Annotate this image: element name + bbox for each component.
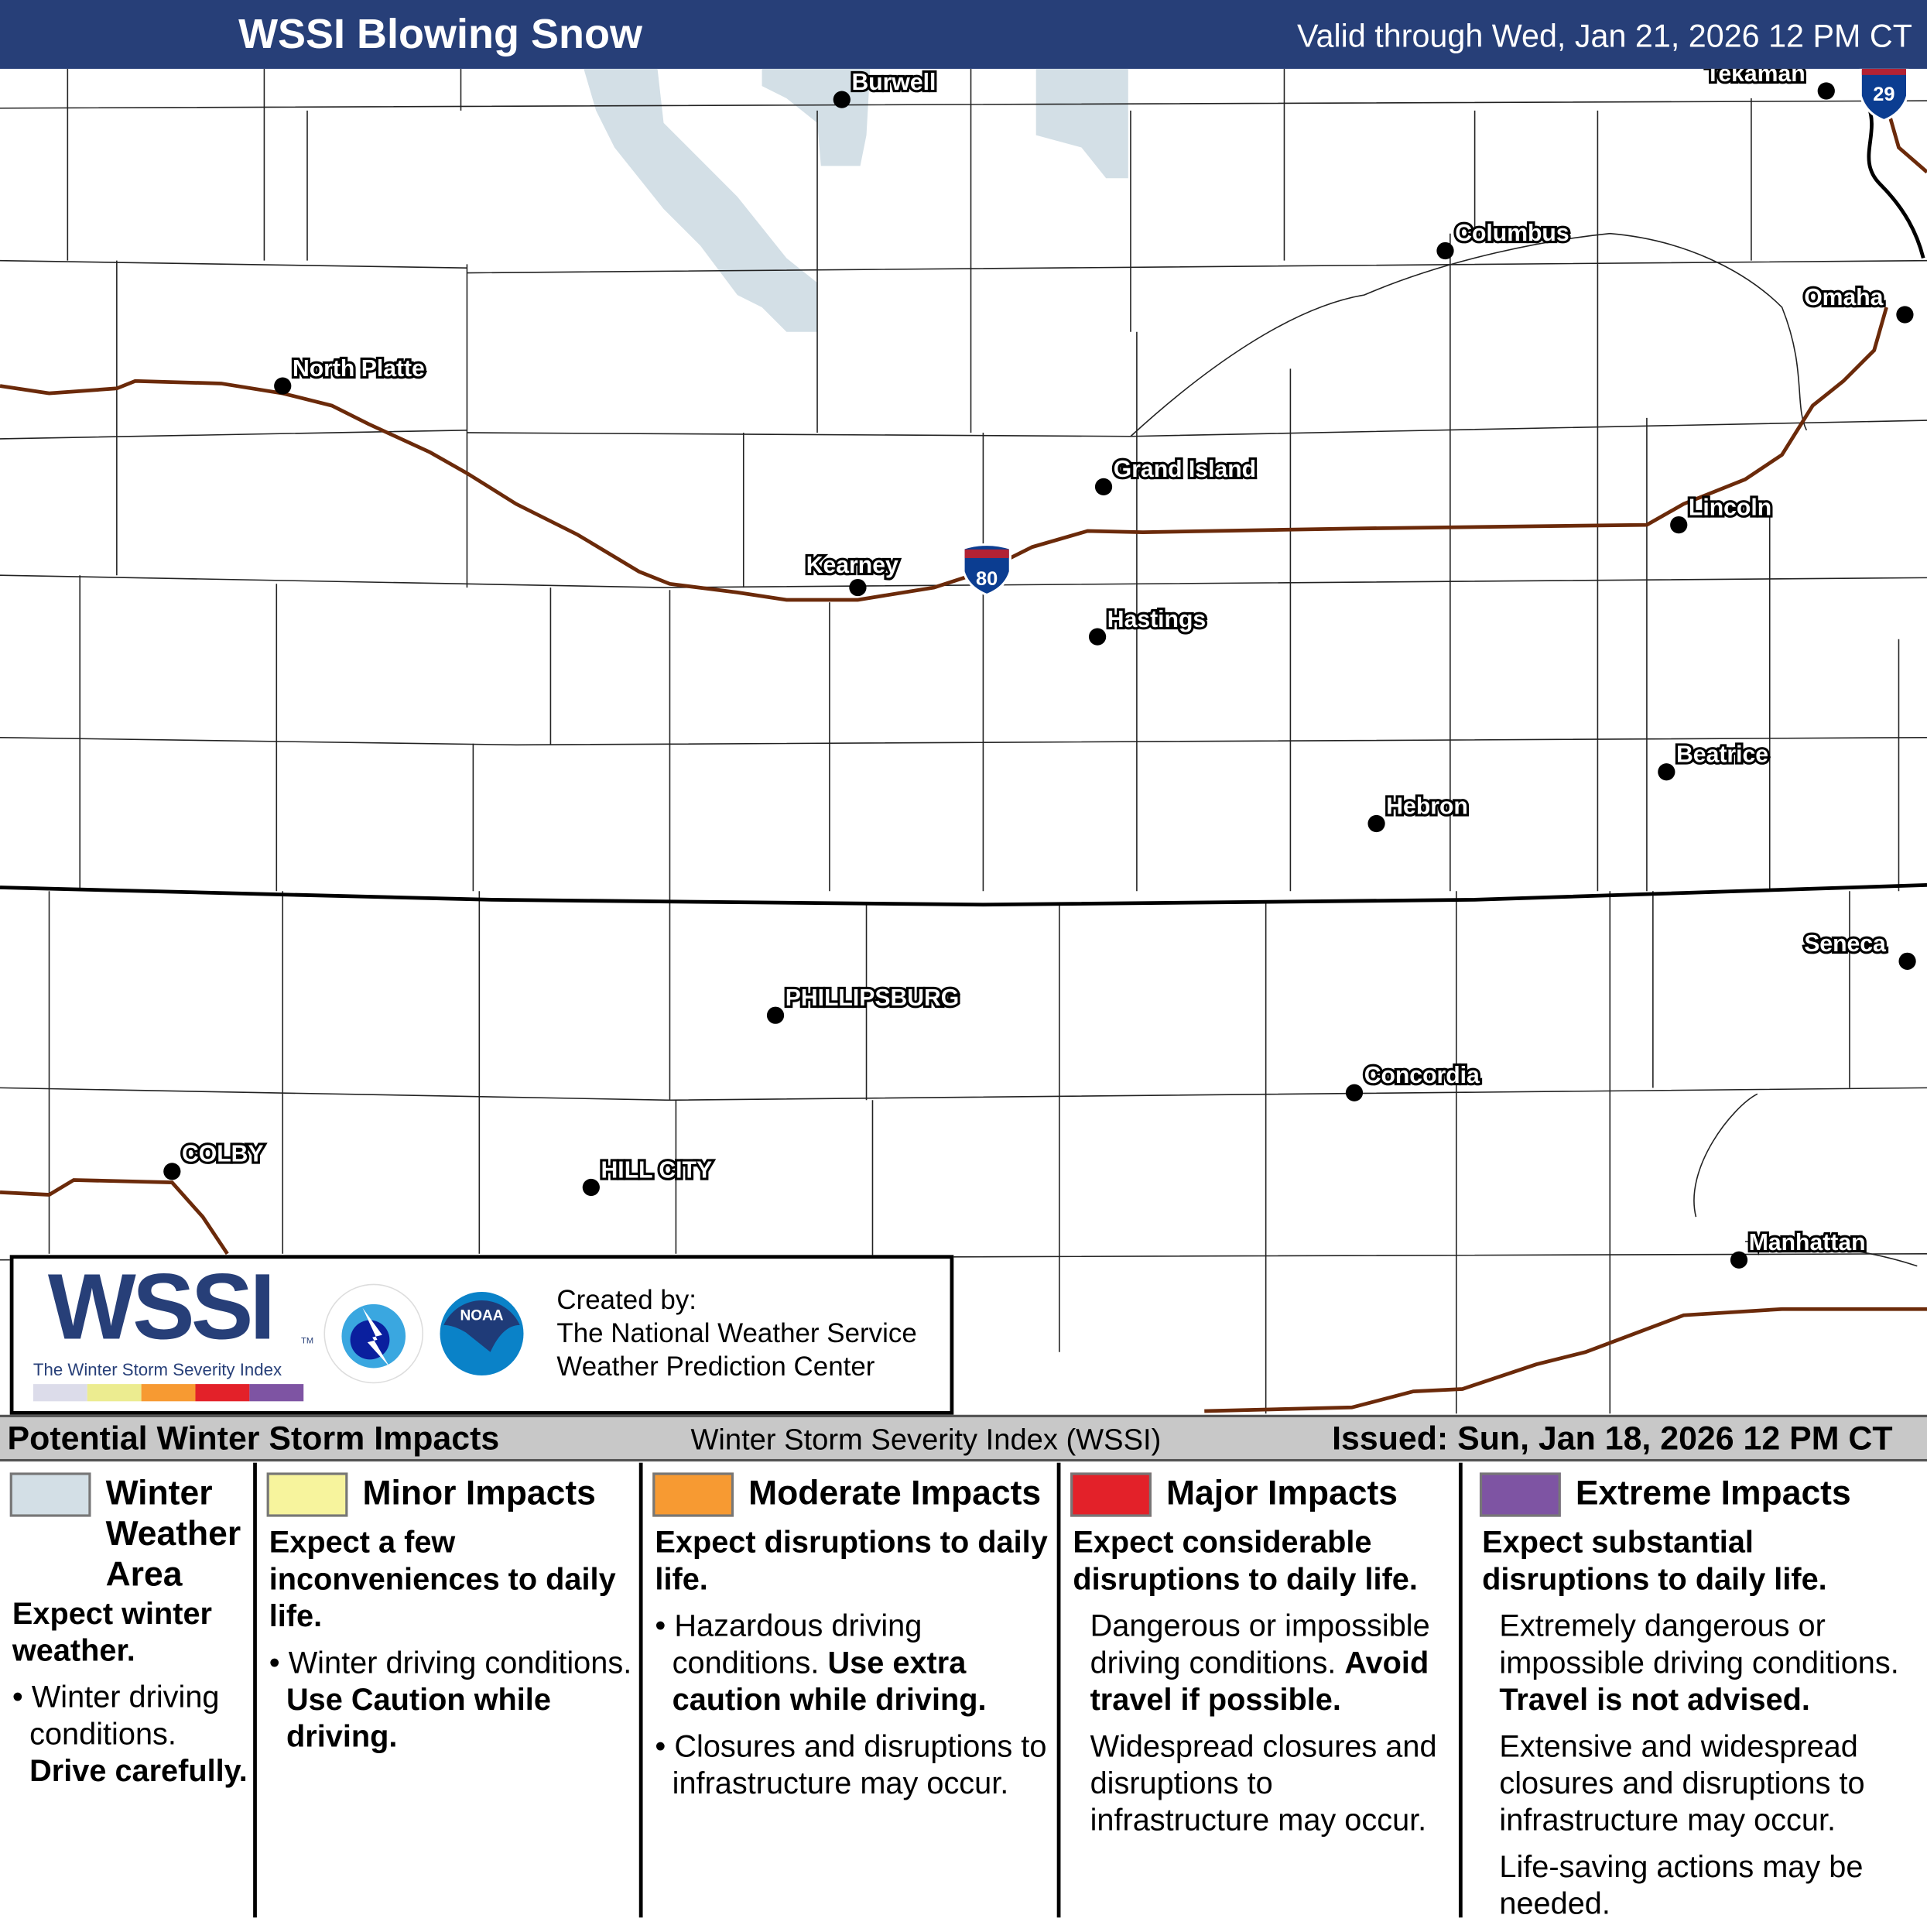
legend-major: Major Impacts Expect considerable disrup… [1060,1462,1463,1918]
city-marker [1898,952,1916,970]
trademark: TM [301,1337,314,1346]
swatch [1479,1472,1561,1517]
city-marker [1088,628,1107,646]
header-bar: WSSI Blowing Snow Valid through Wed, Jan… [0,0,1927,69]
noaa-text: NOAA [460,1308,503,1324]
city-label: Hebron [1386,793,1468,819]
legend-winter-weather-area: Winter Weather Area Expect winter weathe… [0,1462,257,1918]
index-name: Winter Storm Severity Index (WSSI) [690,1423,1162,1457]
legend-title: Moderate Impacts [748,1474,1042,1512]
logo-panel: WSSI TM The Winter Storm Severity Index … [9,1255,954,1415]
wssi-logo: WSSI [47,1255,276,1360]
city-marker [1817,82,1835,100]
impacts-title: Potential Winter Storm Impacts [7,1420,500,1457]
legend-line: Avoid travel if possible. [1090,1646,1429,1718]
city-marker [1094,478,1113,495]
legend-title: Winter Weather Area [105,1474,241,1594]
legend-line: Winter driving conditions. [288,1646,632,1680]
city-marker [766,1006,785,1024]
city-marker [1670,516,1688,534]
legend-line: Extensive and widespread closures and di… [1499,1729,1865,1838]
legend-expect: Expect considerable disruptions to daily… [1073,1525,1418,1597]
missouri-river [1866,104,1925,259]
county-boundaries [0,68,1927,1414]
severity-color-bar [33,1384,304,1402]
map: 80 29 Burwell Tekamah Columbus Omaha North P… [0,68,1927,1414]
valid-time: Valid through Wed, Jan 21, 2026 12 PM CT [1297,17,1912,54]
city-label: Columbus [1455,221,1569,246]
swatch [652,1472,734,1517]
state-line-ne-ks [0,882,1927,907]
legend-line: Use extra caution while driving. [672,1646,987,1718]
legend-expect: Expect a few inconveniences to daily lif… [269,1525,616,1634]
i29-shield: 29 [1859,68,1909,122]
swatch [1070,1472,1152,1517]
city-marker [1345,1084,1364,1101]
legend-expect: Expect substantial disruptions to daily … [1482,1525,1827,1597]
legend-line: Extremely dangerous or impossible drivin… [1499,1608,1899,1680]
wssi-subtitle: The Winter Storm Severity Index [33,1359,282,1379]
winter-weather-area [584,68,1128,332]
city-marker [833,91,851,108]
impacts-band: Potential Winter Storm Impacts Winter St… [0,1414,1927,1462]
city-marker [1896,306,1914,324]
city-marker [163,1163,181,1180]
city-marker [849,578,867,597]
highway-29-label: 29 [1873,84,1894,105]
legend-line: Closures and disruptions to infrastructu… [672,1729,1047,1801]
legend-moderate: Moderate Impacts Expect disruptions to d… [643,1462,1061,1918]
city-marker [1367,814,1385,833]
org-wpc: Weather Prediction Center [556,1351,875,1382]
org-nws: The National Weather Service [556,1317,917,1349]
cities: Burwell Tekamah Columbus Omaha North Platte G… [163,69,1916,1269]
legend-line: Life-saving actions may be needed. [1499,1849,1864,1922]
city-label: Manhattan [1749,1230,1866,1255]
legend-line: Widespread closures and disruptions to i… [1090,1729,1437,1838]
city-marker [274,377,292,395]
i80-shield: 80 [962,543,1011,597]
city-label: Tekamah [1706,69,1805,87]
city-label: HILL CITY [601,1157,713,1183]
noaa-logo: NOAA [432,1284,532,1383]
city-label: Lincoln [1689,495,1771,520]
legend-line: Dangerous or impossible driving conditio… [1090,1608,1430,1680]
legend-title: Extreme Impacts [1575,1474,1851,1512]
city-label: Omaha [1804,285,1883,310]
created-by-label: Created by: [556,1284,697,1316]
city-label: Grand Island [1114,457,1256,482]
city-marker [1436,242,1454,260]
legend-minor: Minor Impacts Expect a few inconvenience… [257,1462,643,1918]
city-marker [1658,763,1675,781]
highway-80-label: 80 [976,568,998,590]
legend-line: Travel is not advised. [1499,1682,1810,1718]
created-by: Created by: The National Weather Service… [556,1283,916,1383]
city-label: PHILLIPSBURG [786,985,960,1011]
swatch [9,1472,91,1517]
city-label: North Platte [293,356,425,382]
legend-line: Use Caution while driving. [286,1682,551,1755]
legend-expect: Expect winter weather. [12,1596,213,1668]
legend-line: Hazardous driving conditions. [672,1608,922,1680]
legend-line: Winter driving conditions. [29,1680,220,1752]
legend-title: Minor Impacts [362,1474,596,1512]
swatch [266,1472,348,1517]
nws-logo [323,1283,424,1384]
legend-line: Drive carefully. [29,1754,248,1789]
city-label: Hastings [1107,607,1206,632]
city-marker [582,1178,600,1197]
legend-extreme: Extreme Impacts Expect substantial disru… [1463,1463,1927,1921]
city-label: COLBY [182,1142,264,1167]
legend-title: Major Impacts [1166,1474,1398,1512]
map-title: WSSI Blowing Snow [238,11,642,58]
city-marker [1730,1251,1748,1269]
issued-time: Issued: Sun, Jan 18, 2026 12 PM CT [1332,1420,1893,1457]
city-label: Kearney [806,553,898,578]
city-label: Burwell [851,70,936,95]
city-label: Seneca [1804,931,1886,957]
interstates [0,104,1927,1413]
legend-expect: Expect disruptions to daily life. [655,1525,1048,1597]
city-label: Beatrice [1676,742,1768,768]
city-label: Concordia [1364,1063,1480,1088]
